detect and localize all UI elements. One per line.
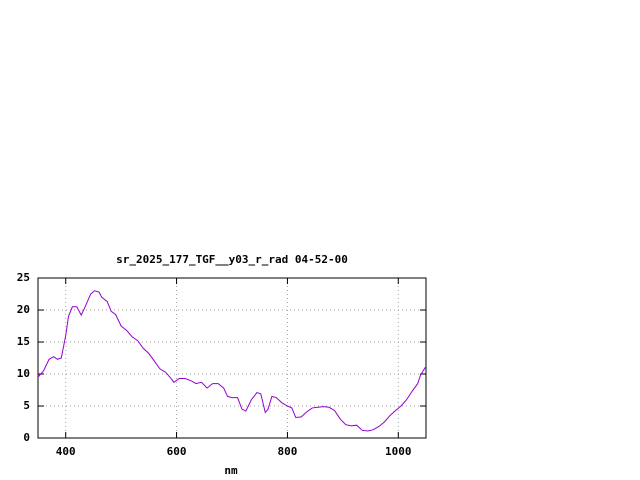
- x-tick-label: 600: [167, 445, 187, 458]
- x-tick-label: 1000: [385, 445, 412, 458]
- chart-title: sr_2025_177_TGF__y03_r_rad 04-52-00: [116, 253, 348, 266]
- data-line: [37, 290, 427, 432]
- y-tick-label: 20: [17, 303, 30, 316]
- y-tick-label: 15: [17, 335, 30, 348]
- x-axis-label: nm: [224, 464, 238, 477]
- x-tick-label: 800: [277, 445, 297, 458]
- plot-frame: [37, 277, 427, 439]
- y-tick-label: 25: [17, 271, 30, 284]
- y-tick-label: 0: [23, 431, 30, 444]
- y-tick-label: 10: [17, 367, 30, 380]
- x-tick-label: 400: [56, 445, 76, 458]
- y-tick-label: 5: [23, 399, 30, 412]
